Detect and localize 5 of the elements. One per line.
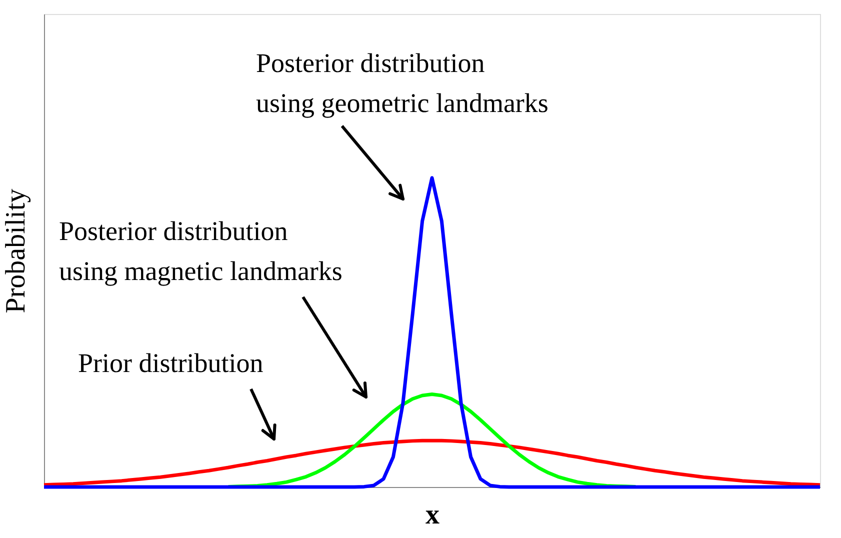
annotation: Prior distribution (78, 348, 264, 378)
y-axis-title: Probability (0, 188, 32, 314)
x-axis-title: x (426, 500, 440, 530)
annotation: Posterior distribution using magnetic landmarks (59, 216, 342, 286)
text: Posterior distribution using geometric landmarks (256, 48, 548, 118)
